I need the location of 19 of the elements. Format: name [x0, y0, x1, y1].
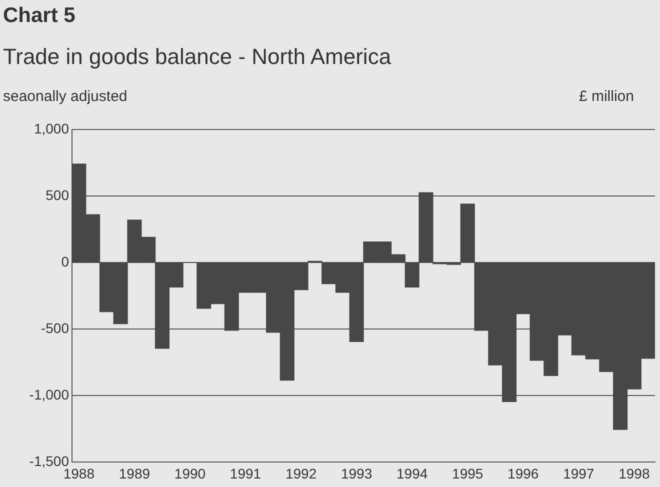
x-tick-label: 1991: [230, 465, 262, 482]
x-tick-label: 1992: [285, 465, 317, 482]
y-tick-label: 1,000: [34, 120, 70, 136]
y-tick-label: -1,000: [29, 386, 70, 402]
y-tick-label: 500: [46, 186, 70, 203]
x-tick-label: 1989: [118, 465, 150, 482]
x-tick-label: 1996: [508, 465, 539, 482]
x-tick-label: 1994: [396, 465, 428, 482]
text: seaonally adjusted: [3, 88, 128, 105]
x-tick-label: 1995: [452, 465, 484, 482]
chart-title: Chart 5: [3, 4, 76, 28]
x-tick-label: 1998: [618, 465, 650, 482]
x-tick-label: 1990: [174, 465, 206, 482]
y-axis-title: £ million: [578, 88, 634, 105]
y-tick-label: 0: [61, 253, 70, 270]
x-tick-label: 1997: [563, 465, 594, 482]
chart-subtitle: Trade in goods balance - North America: [3, 44, 392, 70]
y-tick-label: -500: [40, 320, 70, 336]
x-tick-label: 1993: [340, 465, 372, 482]
